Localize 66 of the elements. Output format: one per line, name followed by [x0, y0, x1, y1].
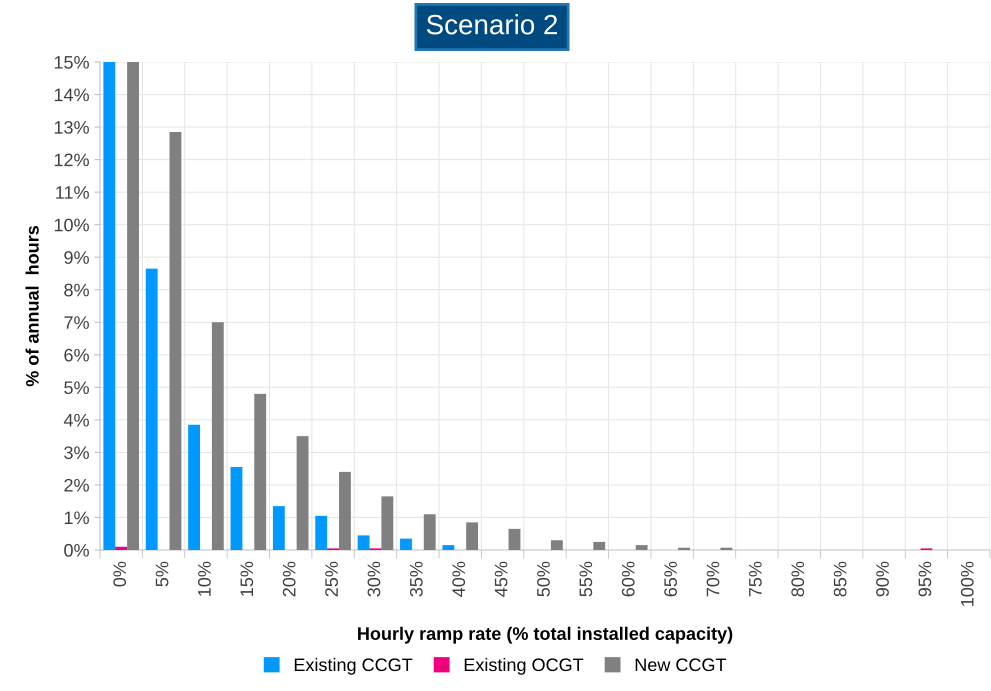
bar	[358, 535, 370, 550]
bar	[115, 546, 128, 550]
x-tick-label: 95%	[918, 562, 932, 596]
x-tick-label: 100%	[960, 562, 974, 606]
bar	[146, 268, 158, 550]
bar	[442, 545, 454, 550]
bar	[296, 436, 309, 550]
y-tick-label: 10%	[54, 218, 89, 232]
bar	[188, 424, 200, 550]
x-tick-label: 85%	[834, 562, 847, 596]
x-tick-label: 80%	[791, 562, 804, 596]
y-tick-label: 12%	[54, 154, 89, 166]
y-tick-label: 13%	[54, 121, 89, 134]
bar	[550, 540, 563, 550]
y-tick-label: 7%	[64, 316, 89, 329]
x-tick-label: 30%	[368, 562, 380, 597]
bar	[212, 322, 224, 550]
x-tick-label: 50%	[537, 562, 550, 597]
x-tick-label: 25%	[325, 562, 338, 596]
bar	[103, 62, 116, 550]
x-tick-label: 15%	[240, 562, 254, 596]
y-tick-label: 11%	[56, 186, 89, 199]
y-tick-label: 8%	[64, 284, 89, 296]
bar	[466, 522, 478, 550]
legend-label: Existing OCGT	[464, 658, 584, 675]
bar	[636, 545, 648, 550]
x-tick-label: 20%	[282, 562, 296, 596]
x-tick-label: 45%	[494, 562, 508, 597]
bar	[381, 496, 394, 550]
legend-label: New CCGT	[636, 658, 726, 672]
y-tick-label: 9%	[64, 251, 89, 264]
y-tick-label: 3%	[64, 446, 89, 460]
bar	[593, 542, 606, 550]
bar	[424, 514, 436, 550]
x-tick-label: 75%	[749, 562, 762, 596]
x-tick-label: 40%	[452, 562, 466, 597]
x-tick-label: 60%	[622, 562, 635, 596]
y-tick-label: 6%	[64, 348, 89, 362]
bar	[339, 472, 351, 550]
x-tick-label: 5%	[156, 562, 168, 586]
y-tick-label: 15%	[54, 56, 89, 69]
x-tick-label: 35%	[410, 562, 423, 597]
y-tick-label: 2%	[64, 478, 89, 492]
y-tick-label: 1%	[64, 511, 89, 524]
bar	[254, 394, 266, 550]
legend-label: Existing CCGT	[294, 658, 412, 675]
y-tick-label: 5%	[64, 381, 89, 394]
x-tick-label: 0%	[113, 562, 126, 586]
chart-title: Scenario 2	[426, 14, 558, 34]
bar	[272, 506, 285, 550]
x-axis-title: Hourly ramp rate (% total installed capacity)	[358, 626, 732, 644]
y-tick-label: 0%	[64, 544, 89, 557]
bar	[170, 132, 182, 550]
bar	[315, 516, 328, 550]
bar	[508, 528, 520, 550]
x-tick-label: 10%	[198, 562, 211, 596]
x-tick-label: 55%	[580, 562, 592, 597]
y-tick-label: 4%	[64, 414, 89, 427]
bar	[230, 467, 242, 550]
x-tick-label: 90%	[876, 562, 889, 596]
y-tick-label: 14%	[54, 88, 89, 102]
bar	[400, 538, 412, 550]
y-axis-title: % of annual hours	[26, 226, 39, 386]
x-tick-label: 70%	[706, 562, 720, 596]
bar	[127, 62, 139, 550]
x-tick-label: 65%	[664, 562, 677, 596]
